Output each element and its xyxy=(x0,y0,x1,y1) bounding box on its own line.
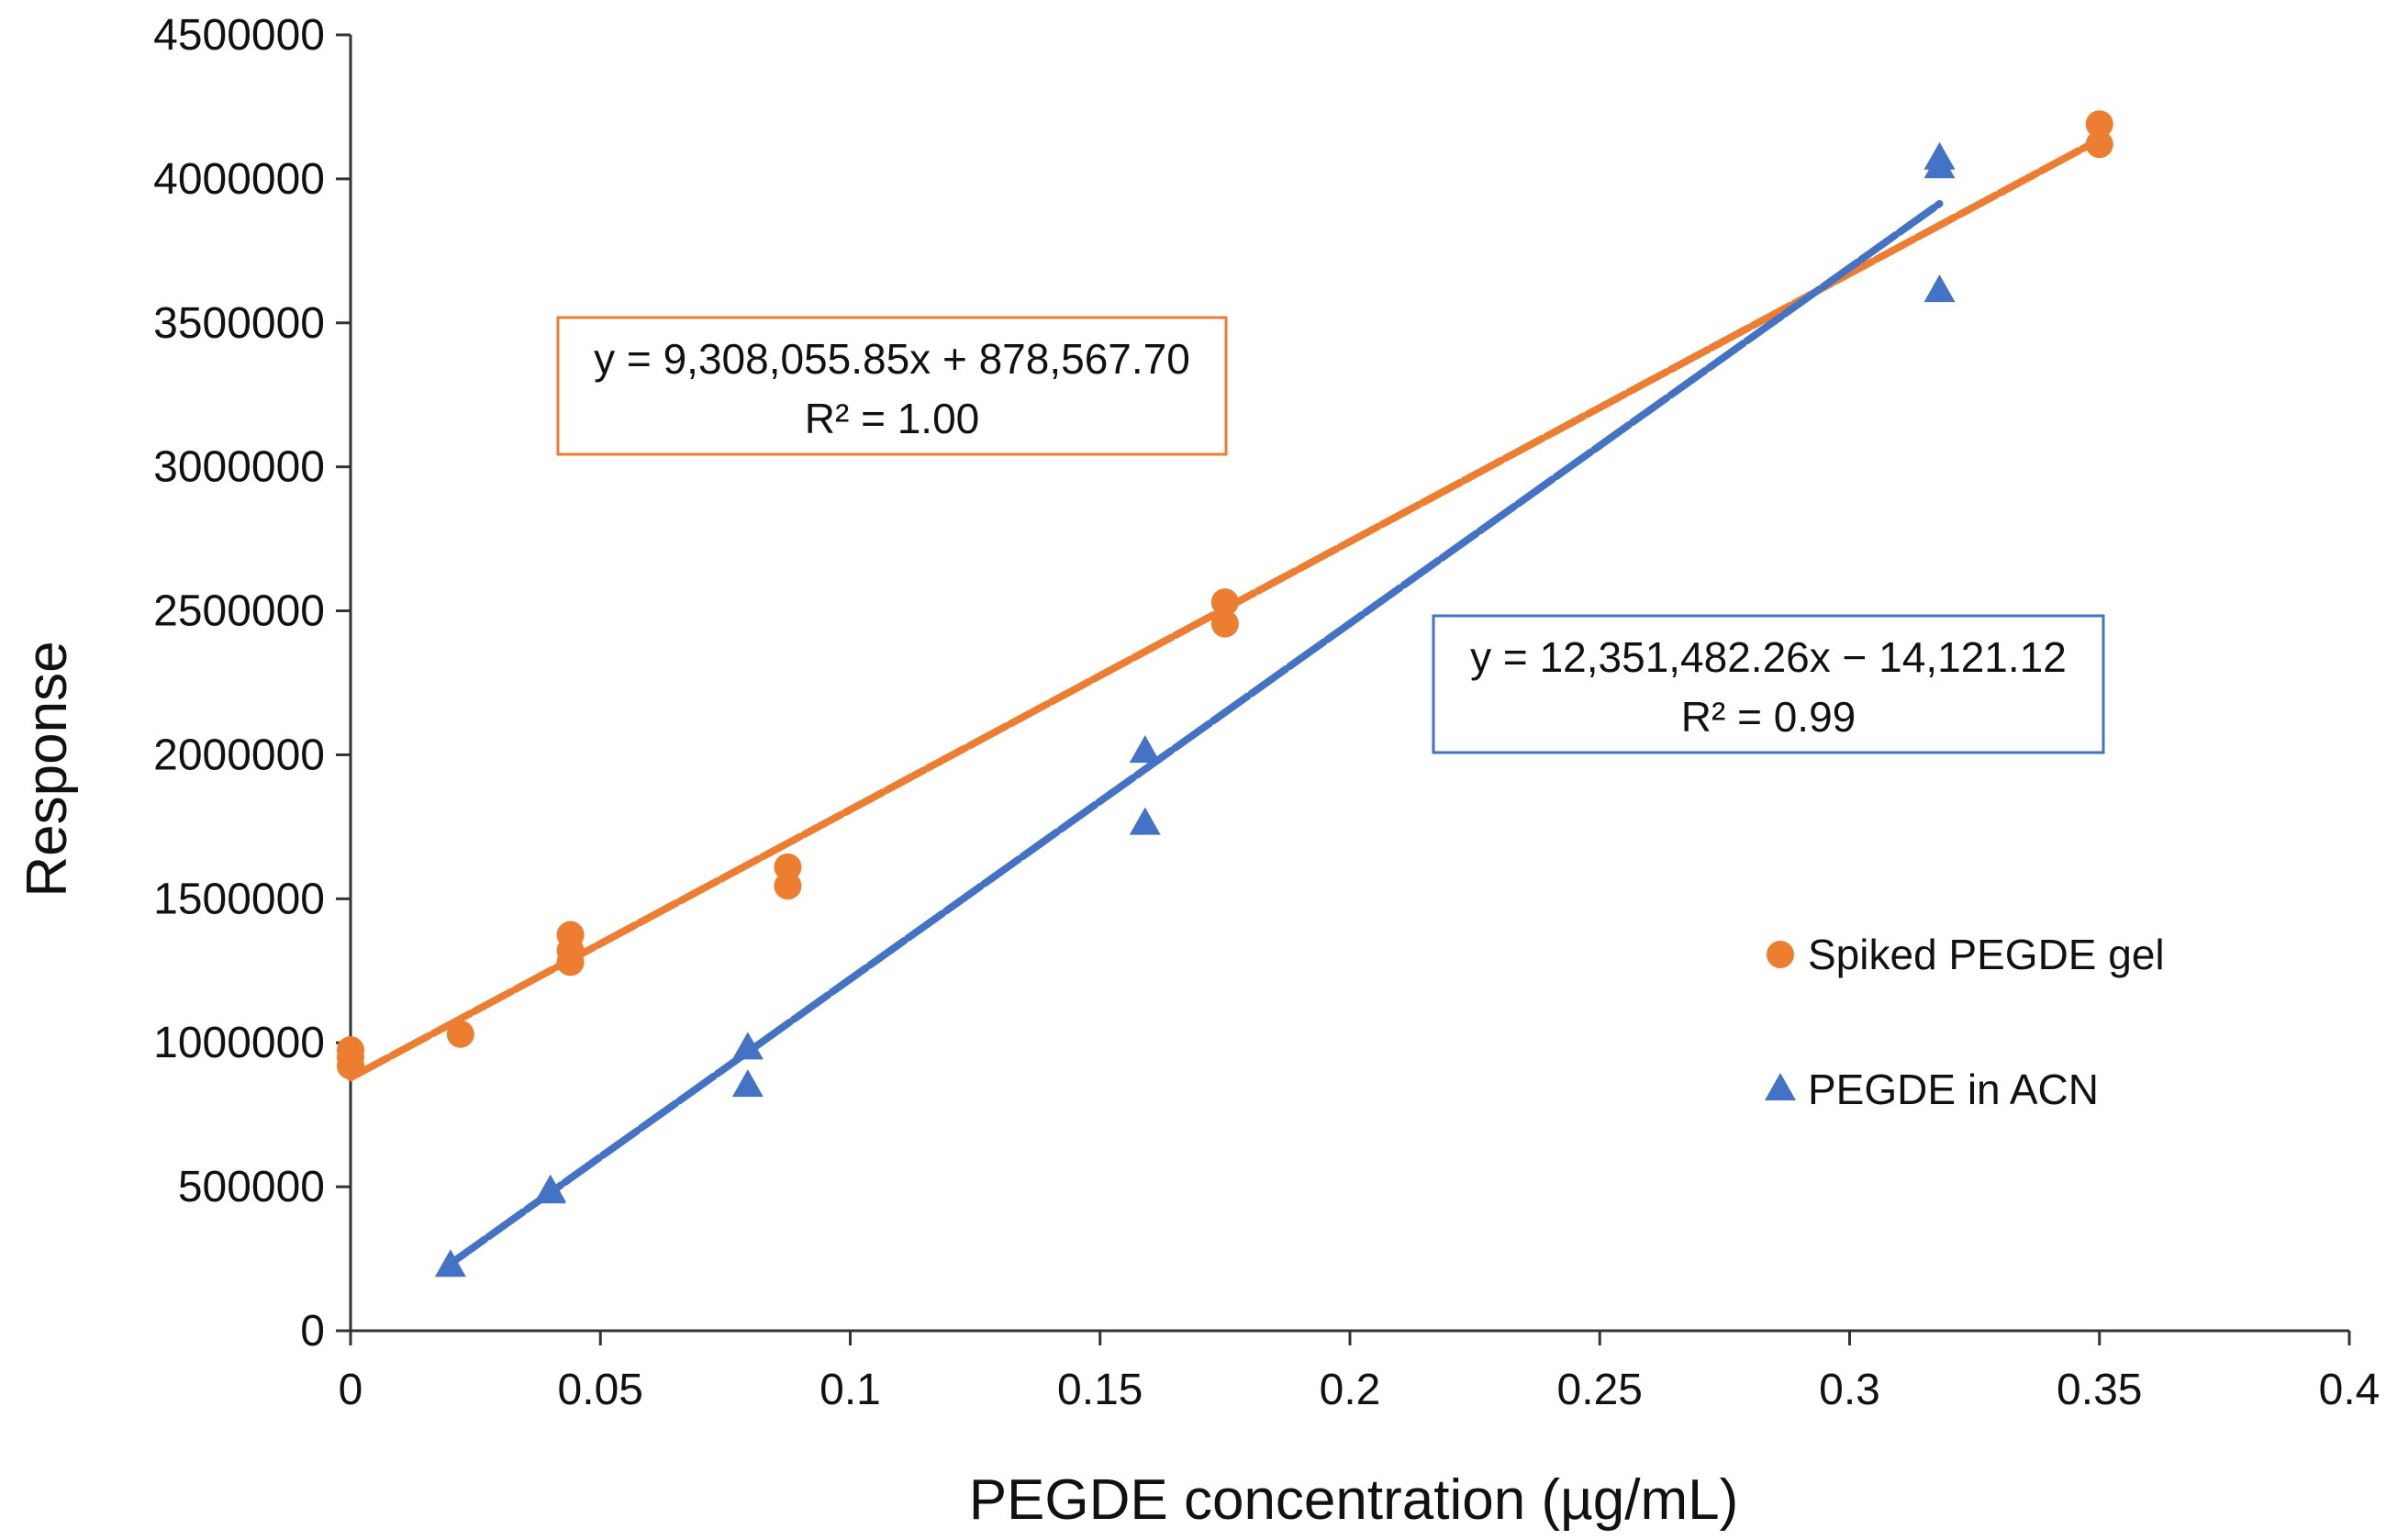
axes: 0 500000 1000000 1500000 2000000 2500000 30000… xyxy=(153,11,2380,1414)
data-point-gel xyxy=(1210,609,1239,638)
r-squared-acn: R² = 0.99 xyxy=(1681,693,1856,741)
data-point-acn xyxy=(731,1032,764,1060)
data-point-acn xyxy=(1129,735,1161,764)
y-tick-label: 3000000 xyxy=(153,443,325,492)
y-tick-label: 2000000 xyxy=(153,731,325,779)
equation-box-gel: y = 9,308,055.85x + 878,567.70 R² = 1.00 xyxy=(556,316,1228,456)
y-tick-label: 1500000 xyxy=(153,875,325,923)
data-point-acn xyxy=(731,1069,764,1098)
legend: Spiked PEGDE gel PEGDE in ACN xyxy=(1765,931,2165,1113)
data-point-gel xyxy=(556,921,585,949)
r-squared-gel: R² = 1.00 xyxy=(805,395,980,442)
equation-box-gel-frame xyxy=(556,316,1228,456)
data-points xyxy=(337,110,2113,1278)
equation-gel: y = 9,308,055.85x + 878,567.70 xyxy=(594,335,1190,383)
x-tick-label: 0.1 xyxy=(819,1366,881,1414)
y-tick-label: 500000 xyxy=(178,1163,325,1211)
x-tick-label: 0.4 xyxy=(2319,1366,2380,1414)
data-point-gel xyxy=(2085,130,2113,159)
x-tick-label: 0.35 xyxy=(2057,1366,2142,1414)
x-tick-label: 0.3 xyxy=(1819,1366,1880,1414)
data-point-gel xyxy=(2085,110,2113,139)
data-point-gel xyxy=(337,1036,364,1065)
legend-marker-acn xyxy=(1765,1073,1796,1100)
data-point-acn xyxy=(534,1174,566,1202)
data-point-gel xyxy=(774,853,802,881)
data-point-acn xyxy=(1923,141,1956,170)
y-tick-label: 3500000 xyxy=(153,299,325,348)
y-axis-title: Response xyxy=(16,641,79,897)
x-tick-label: 0 xyxy=(339,1366,363,1414)
data-point-gel xyxy=(446,1020,474,1048)
y-tick-label: 1000000 xyxy=(153,1019,325,1067)
trendline-acn xyxy=(446,199,1944,1267)
equation-acn: y = 12,351,482.26x − 14,121.12 xyxy=(1470,633,2067,681)
x-axis-title: PEGDE concentration (µg/mL) xyxy=(969,1468,1739,1532)
y-tick-label: 2500000 xyxy=(153,587,325,636)
equation-box-acn-frame xyxy=(1432,614,2105,754)
equation-box-acn: y = 12,351,482.26x − 14,121.12 R² = 0.99 xyxy=(1432,614,2105,754)
x-tick-label: 0.05 xyxy=(558,1366,643,1414)
y-tick-label: 0 xyxy=(300,1307,325,1356)
data-point-acn xyxy=(1129,807,1161,835)
data-point-acn xyxy=(1923,274,1956,303)
data-point-gel xyxy=(1210,588,1239,617)
data-point-acn xyxy=(434,1249,466,1278)
x-tick-label: 0.25 xyxy=(1557,1366,1643,1414)
x-tick-label: 0.2 xyxy=(1320,1366,1381,1414)
legend-marker-gel xyxy=(1767,941,1794,968)
y-tick-label: 4000000 xyxy=(153,155,325,204)
x-tick-label: 0.15 xyxy=(1057,1366,1143,1414)
legend-label-gel: Spiked PEGDE gel xyxy=(1808,931,2165,978)
y-tick-label: 4500000 xyxy=(153,11,325,60)
legend-label-acn: PEGDE in ACN xyxy=(1808,1066,2099,1113)
